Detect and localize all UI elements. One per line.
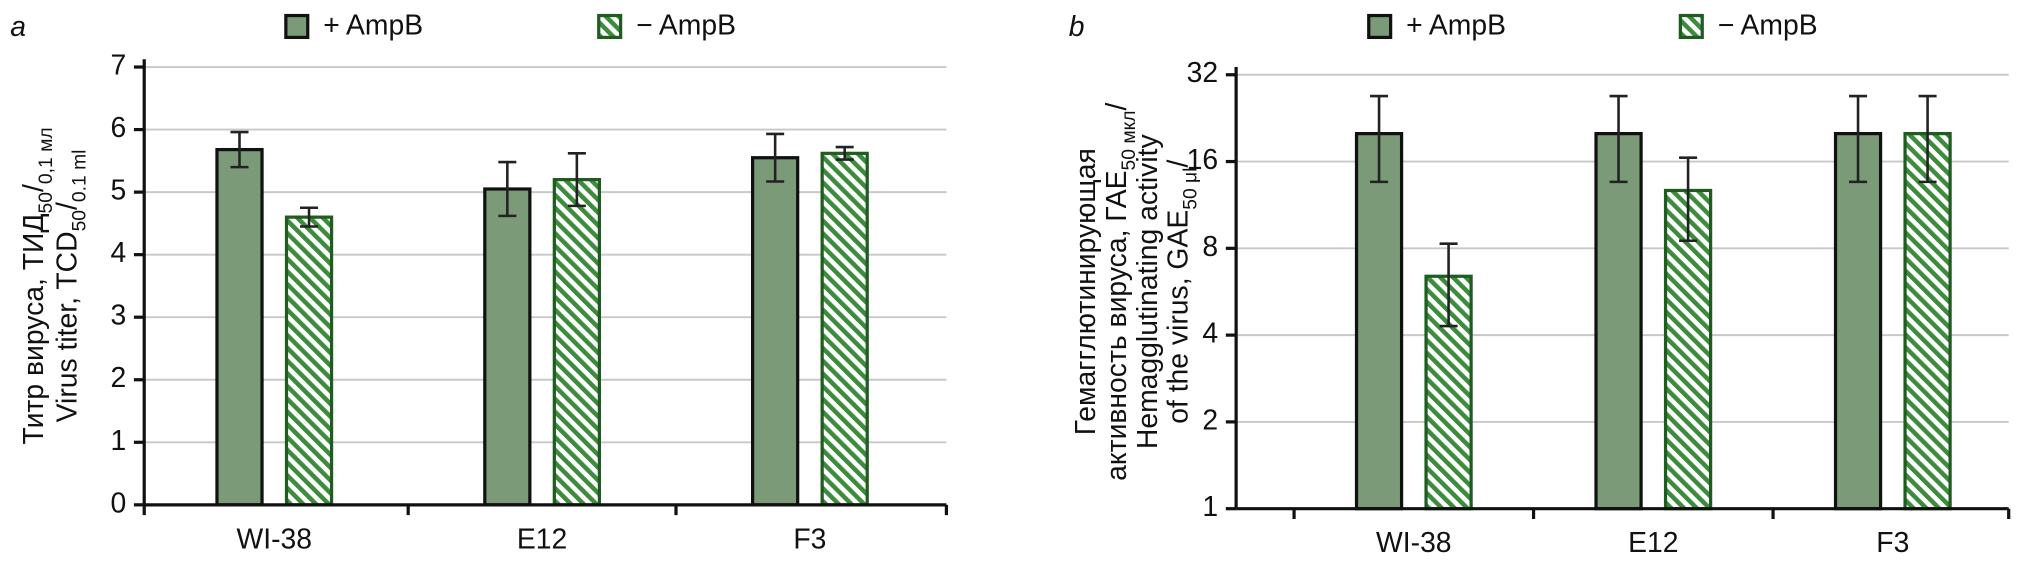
y-tick-label: 32 [1187, 57, 1219, 89]
y-axis-title-part: 0,1 мл [36, 127, 57, 184]
y-tick-label: 0 [110, 487, 126, 519]
y-axis-title-part: активность вируса, ГАЕ [1101, 170, 1133, 480]
y-axis-title-part: Гемагглютинирующая [1071, 148, 1103, 435]
y-axis-title-part: 50 [36, 192, 57, 213]
y-axis-title-part: / [1101, 102, 1133, 110]
error-bar [300, 206, 319, 228]
y-axis-title-part: of the virus, GAE [1163, 210, 1195, 424]
y-tick-label: 4 [110, 237, 126, 269]
bar [1903, 131, 1952, 511]
error-bar [1918, 94, 1937, 184]
y-axis-title: Титр вируса, ТИД50/0,1 млVirus titer, TC… [19, 127, 91, 444]
y-tick-label: 1 [110, 425, 126, 457]
legend-label: + AmpB [323, 10, 423, 42]
x-tick-label: E12 [1628, 527, 1678, 559]
y-axis-title: Гемагглютинирующаяактивность вируса, ГАЕ… [1071, 102, 1202, 480]
x-tick-label: WI-38 [1376, 527, 1452, 559]
y-tick-label: 7 [110, 50, 126, 82]
bar [284, 215, 334, 507]
bar [820, 151, 869, 507]
error-bar [498, 160, 517, 218]
legend-swatch [1678, 13, 1704, 40]
error-bar [1439, 242, 1458, 328]
y-axis-title-part: / [19, 184, 51, 192]
error-bar [766, 132, 785, 183]
y-axis-title-part: Hemagglutinating activity [1132, 134, 1164, 450]
y-axis-title-part: / [52, 202, 84, 210]
y-tick-label: 2 [110, 362, 126, 394]
bar [751, 156, 800, 507]
error-bar [1370, 94, 1389, 184]
legend-swatch [1367, 13, 1393, 40]
y-axis-title-part: 50 μl [1180, 168, 1201, 210]
y-axis-title-part: 0.1 ml [69, 150, 90, 203]
x-tick-label: F3 [793, 523, 826, 555]
panel-label: b [1069, 11, 1085, 43]
y-axis-title-part: 50 [69, 210, 90, 231]
legend-label: − AmpB [1718, 10, 1818, 42]
y-tick-label: 1 [1202, 491, 1218, 523]
y-tick-label: 16 [1187, 144, 1219, 176]
legend-swatch [284, 13, 310, 40]
y-axis-title-part: 50 мкл [1119, 110, 1140, 170]
bar [1354, 131, 1404, 511]
bar [1833, 131, 1883, 511]
x-tick-label: WI-38 [237, 523, 313, 555]
y-tick-label: 4 [1202, 318, 1218, 350]
error-bar [1849, 94, 1868, 184]
error-bar [835, 145, 854, 161]
bar [552, 178, 602, 507]
y-axis-title-part: Титр вируса, ТИД [19, 213, 51, 444]
bar [1594, 131, 1643, 511]
y-tick-label: 8 [1202, 231, 1218, 263]
y-tick-label: 6 [110, 112, 126, 144]
error-bar [1609, 94, 1628, 184]
y-axis-title-part: Virus titer, TCD [52, 231, 84, 422]
legend-label: − AmpB [636, 10, 736, 42]
error-bar [230, 130, 249, 169]
panel-label: a [10, 11, 26, 43]
bar [215, 147, 264, 507]
error-bar [1679, 156, 1698, 243]
y-tick-label: 2 [1202, 404, 1218, 436]
y-tick-label: 3 [110, 300, 126, 332]
y-axis-title-part: / [1163, 160, 1195, 168]
bar [483, 187, 532, 507]
legend-swatch [597, 13, 623, 40]
error-bar [567, 152, 586, 208]
x-tick-label: F3 [1876, 527, 1909, 559]
legend-label: + AmpB [1406, 10, 1506, 42]
x-tick-label: E12 [517, 523, 567, 555]
y-tick-label: 5 [110, 175, 126, 207]
